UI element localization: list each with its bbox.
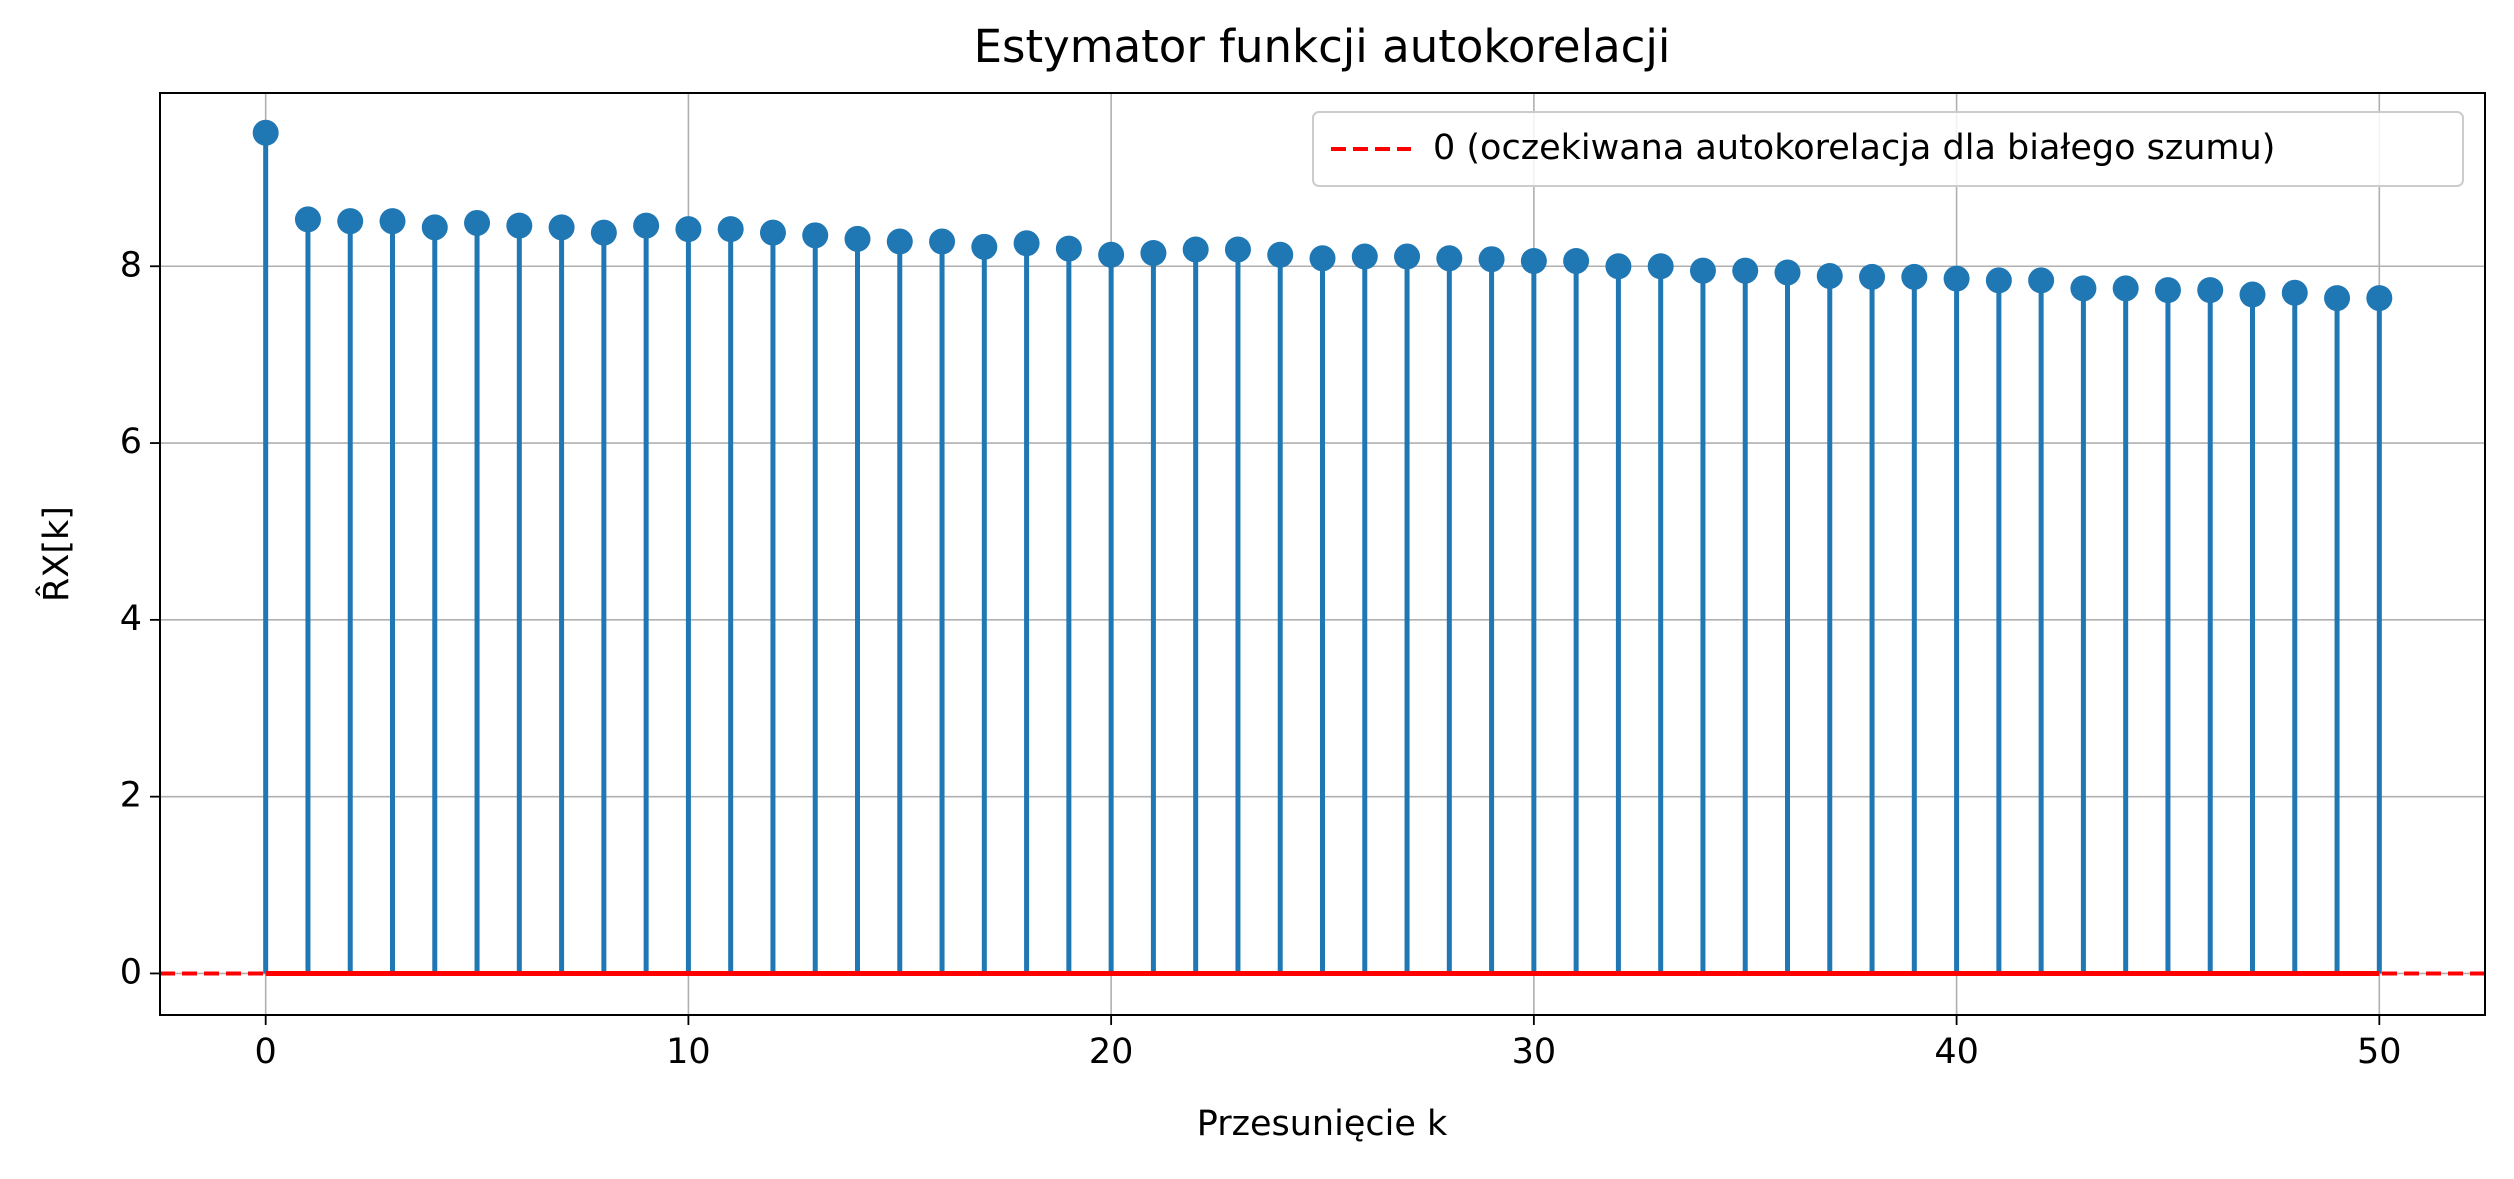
y-tick-label: 2	[120, 776, 142, 816]
marker	[252, 119, 279, 146]
plot-frame	[159, 92, 2486, 1016]
marker	[2028, 267, 2055, 294]
marker	[1182, 236, 1209, 263]
marker	[421, 214, 448, 241]
marker	[717, 216, 744, 243]
marker	[1605, 253, 1632, 280]
y-tick-label: 8	[120, 245, 142, 285]
marker	[802, 222, 829, 249]
marker	[1351, 243, 1378, 270]
y-tick-label: 4	[120, 599, 142, 639]
marker	[675, 216, 702, 243]
marker	[294, 206, 321, 233]
x-tick-label: 0	[255, 1032, 277, 1072]
marker	[929, 228, 956, 255]
marker	[1732, 257, 1759, 284]
marker	[2324, 285, 2351, 312]
x-tick-label: 40	[1934, 1032, 1979, 1072]
marker	[886, 228, 913, 255]
legend-label: 0 (oczekiwana autokorelacja dla białego …	[1433, 128, 2275, 168]
marker	[1563, 247, 1590, 274]
marker	[1394, 243, 1421, 270]
x-tick-label: 20	[1089, 1032, 1134, 1072]
marker	[590, 219, 617, 246]
marker	[844, 225, 871, 252]
marker	[971, 233, 998, 260]
marker	[2112, 275, 2139, 302]
marker	[1689, 257, 1716, 284]
marker	[1267, 241, 1294, 268]
marker	[379, 208, 406, 235]
y-tick-label: 0	[120, 952, 142, 992]
marker	[1901, 263, 1928, 290]
marker	[2154, 277, 2181, 304]
marker	[506, 212, 533, 239]
marker	[2239, 281, 2266, 308]
marker	[1985, 267, 2012, 294]
x-tick-label: 30	[1512, 1032, 1557, 1072]
marker	[1478, 246, 1505, 273]
marker	[1520, 247, 1547, 274]
chart-title: Estymator funkcji autokorelacji	[974, 20, 1671, 73]
marker	[1309, 245, 1336, 272]
marker	[1055, 235, 1082, 262]
marker	[633, 212, 660, 239]
marker	[1859, 263, 1886, 290]
marker	[1943, 265, 1970, 292]
marker	[1436, 245, 1463, 272]
marker	[337, 208, 364, 235]
marker	[1774, 259, 1801, 286]
marker	[2070, 275, 2097, 302]
marker	[1816, 262, 1843, 289]
x-tick-label: 50	[2357, 1032, 2402, 1072]
y-tick-label: 6	[120, 422, 142, 462]
marker	[759, 219, 786, 246]
y-axis-label: R̂X[k]	[35, 506, 77, 602]
marker	[1098, 241, 1125, 268]
x-axis-label: Przesunięcie k	[1197, 1104, 1448, 1144]
marker	[1224, 236, 1251, 263]
marker	[548, 214, 575, 241]
legend-box	[1312, 111, 2464, 187]
x-tick-label: 10	[666, 1032, 711, 1072]
marker	[2281, 279, 2308, 306]
marker	[1647, 253, 1674, 280]
marker	[2366, 285, 2393, 312]
marker	[2197, 277, 2224, 304]
marker	[1013, 230, 1040, 257]
marker	[464, 209, 491, 236]
marker	[1140, 240, 1167, 267]
